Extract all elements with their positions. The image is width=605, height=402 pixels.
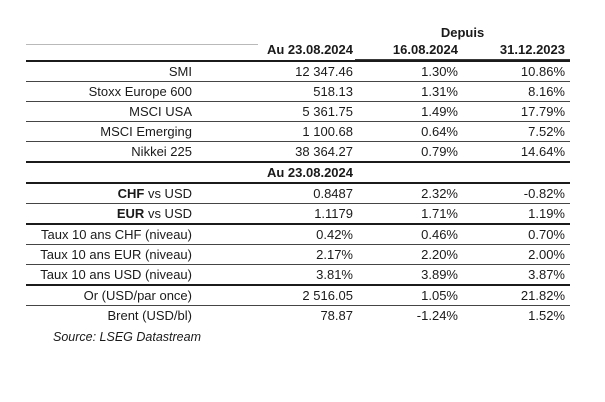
cell-since-31-12: 2.00%	[460, 244, 570, 265]
row-label: Nikkei 225	[26, 141, 200, 163]
cell-since-16-08: 1.31%	[355, 81, 460, 102]
table-row-or: Or (USD/par once) 2 516.05 1.05% 21.82%	[26, 285, 570, 306]
column-header-since-31-12: 31.12.2023	[460, 41, 570, 62]
market-data-table-container: Depuis Au 23.08.2024 16.08.2024 31.12.20…	[26, 23, 570, 344]
cell-level: 78.87	[320, 308, 353, 323]
cell-level: 2.17%	[200, 244, 355, 265]
cell-since-16-08: -1.24%	[416, 308, 458, 323]
cell-since-31-12: 1.52%	[528, 308, 565, 323]
cell-since-16-08: 1.71%	[355, 203, 460, 225]
cell-level: 38 364.27	[200, 141, 355, 163]
table-row-msci-usa: MSCI USA 5 361.75 1.49% 17.79%	[26, 101, 570, 122]
table-row-msci-emerging: MSCI Emerging 1 100.68 0.64% 7.52%	[26, 121, 570, 142]
cell-since-16-08: 1.05%	[355, 285, 460, 306]
group-header-row: Depuis	[26, 23, 570, 41]
table-row-taux-10-ans-eur: Taux 10 ans EUR (niveau) 2.17% 2.20% 2.0…	[26, 244, 570, 265]
cell-since-31-12: 7.52%	[460, 121, 570, 142]
row-label: SMI	[26, 61, 200, 82]
cell-since-16-08: 0.46%	[355, 224, 460, 245]
cell-since-16-08: 2.32%	[355, 183, 460, 204]
row-label: Brent (USD/bl)	[107, 308, 192, 323]
table-row-taux-10-ans-chf: Taux 10 ans CHF (niveau) 0.42% 0.46% 0.7…	[26, 224, 570, 245]
column-header-level: Au 23.08.2024	[200, 41, 355, 62]
column-header-since-16-08: 16.08.2024	[355, 41, 460, 62]
cell-level: 3.81%	[200, 264, 355, 286]
cell-since-16-08: 2.20%	[355, 244, 460, 265]
cell-level: 1 100.68	[200, 121, 355, 142]
cell-since-16-08: 1.49%	[355, 101, 460, 122]
row-label: MSCI USA	[26, 101, 200, 122]
cell-level: 0.42%	[200, 224, 355, 245]
column-header-row: Au 23.08.2024 16.08.2024 31.12.2023	[26, 41, 570, 62]
table-row-eur-vs-usd: EUR vs USD 1.1179 1.71% 1.19%	[26, 203, 570, 225]
row-label: Or (USD/par once)	[26, 285, 200, 306]
cell-since-16-08: 1.30%	[355, 61, 460, 82]
market-data-table: Depuis Au 23.08.2024 16.08.2024 31.12.20…	[26, 23, 570, 325]
cell-since-31-12: 10.86%	[460, 61, 570, 82]
cell-level: 518.13	[200, 81, 355, 102]
header-partial-rule	[26, 44, 258, 45]
cell-level: 5 361.75	[200, 101, 355, 122]
cell-since-31-12: 8.16%	[460, 81, 570, 102]
cell-level: 1.1179	[200, 203, 355, 225]
cell-since-31-12: 21.82%	[460, 285, 570, 306]
table-row-chf-vs-usd: CHF vs USD 0.8487 2.32% -0.82%	[26, 183, 570, 204]
row-label: EUR vs USD	[26, 203, 200, 225]
group-header-empty	[26, 23, 355, 41]
cell-since-16-08: 0.79%	[355, 141, 460, 163]
cell-level: 12 347.46	[200, 61, 355, 82]
cell-since-31-12: 17.79%	[460, 101, 570, 122]
cell-since-31-12: 1.19%	[460, 203, 570, 225]
row-label: Taux 10 ans EUR (niveau)	[26, 244, 200, 265]
table-row-taux-10-ans-usd: Taux 10 ans USD (niveau) 3.81% 3.89% 3.8…	[26, 264, 570, 286]
row-label: Stoxx Europe 600	[26, 81, 200, 102]
section-header-row: Au 23.08.2024	[26, 162, 570, 184]
cell-since-31-12: 14.64%	[460, 141, 570, 163]
column-header-empty	[26, 41, 200, 62]
row-label: Taux 10 ans USD (niveau)	[26, 264, 200, 286]
table-row-smi: SMI 12 347.46 1.30% 10.86%	[26, 61, 570, 82]
table-row-nikkei-225: Nikkei 225 38 364.27 0.79% 14.64%	[26, 141, 570, 163]
cell-since-16-08: 3.89%	[355, 264, 460, 286]
source-note: Source: LSEG Datastream	[53, 330, 201, 344]
section-header-label: Au 23.08.2024	[26, 162, 355, 184]
group-header-depuis: Depuis	[440, 25, 485, 40]
table-row-stoxx-europe-600: Stoxx Europe 600 518.13 1.31% 8.16%	[26, 81, 570, 102]
row-label: CHF vs USD	[26, 183, 200, 204]
cell-since-31-12: -0.82%	[460, 183, 570, 204]
cell-level: 0.8487	[200, 183, 355, 204]
cell-since-31-12: 0.70%	[460, 224, 570, 245]
cell-since-31-12: 3.87%	[460, 264, 570, 286]
table-row-brent: Brent (USD/bl) 78.87 -1.24% 1.52%	[26, 306, 570, 326]
cell-since-16-08: 0.64%	[355, 121, 460, 142]
cell-level: 2 516.05	[200, 285, 355, 306]
row-label: MSCI Emerging	[26, 121, 200, 142]
row-label: Taux 10 ans CHF (niveau)	[26, 224, 200, 245]
